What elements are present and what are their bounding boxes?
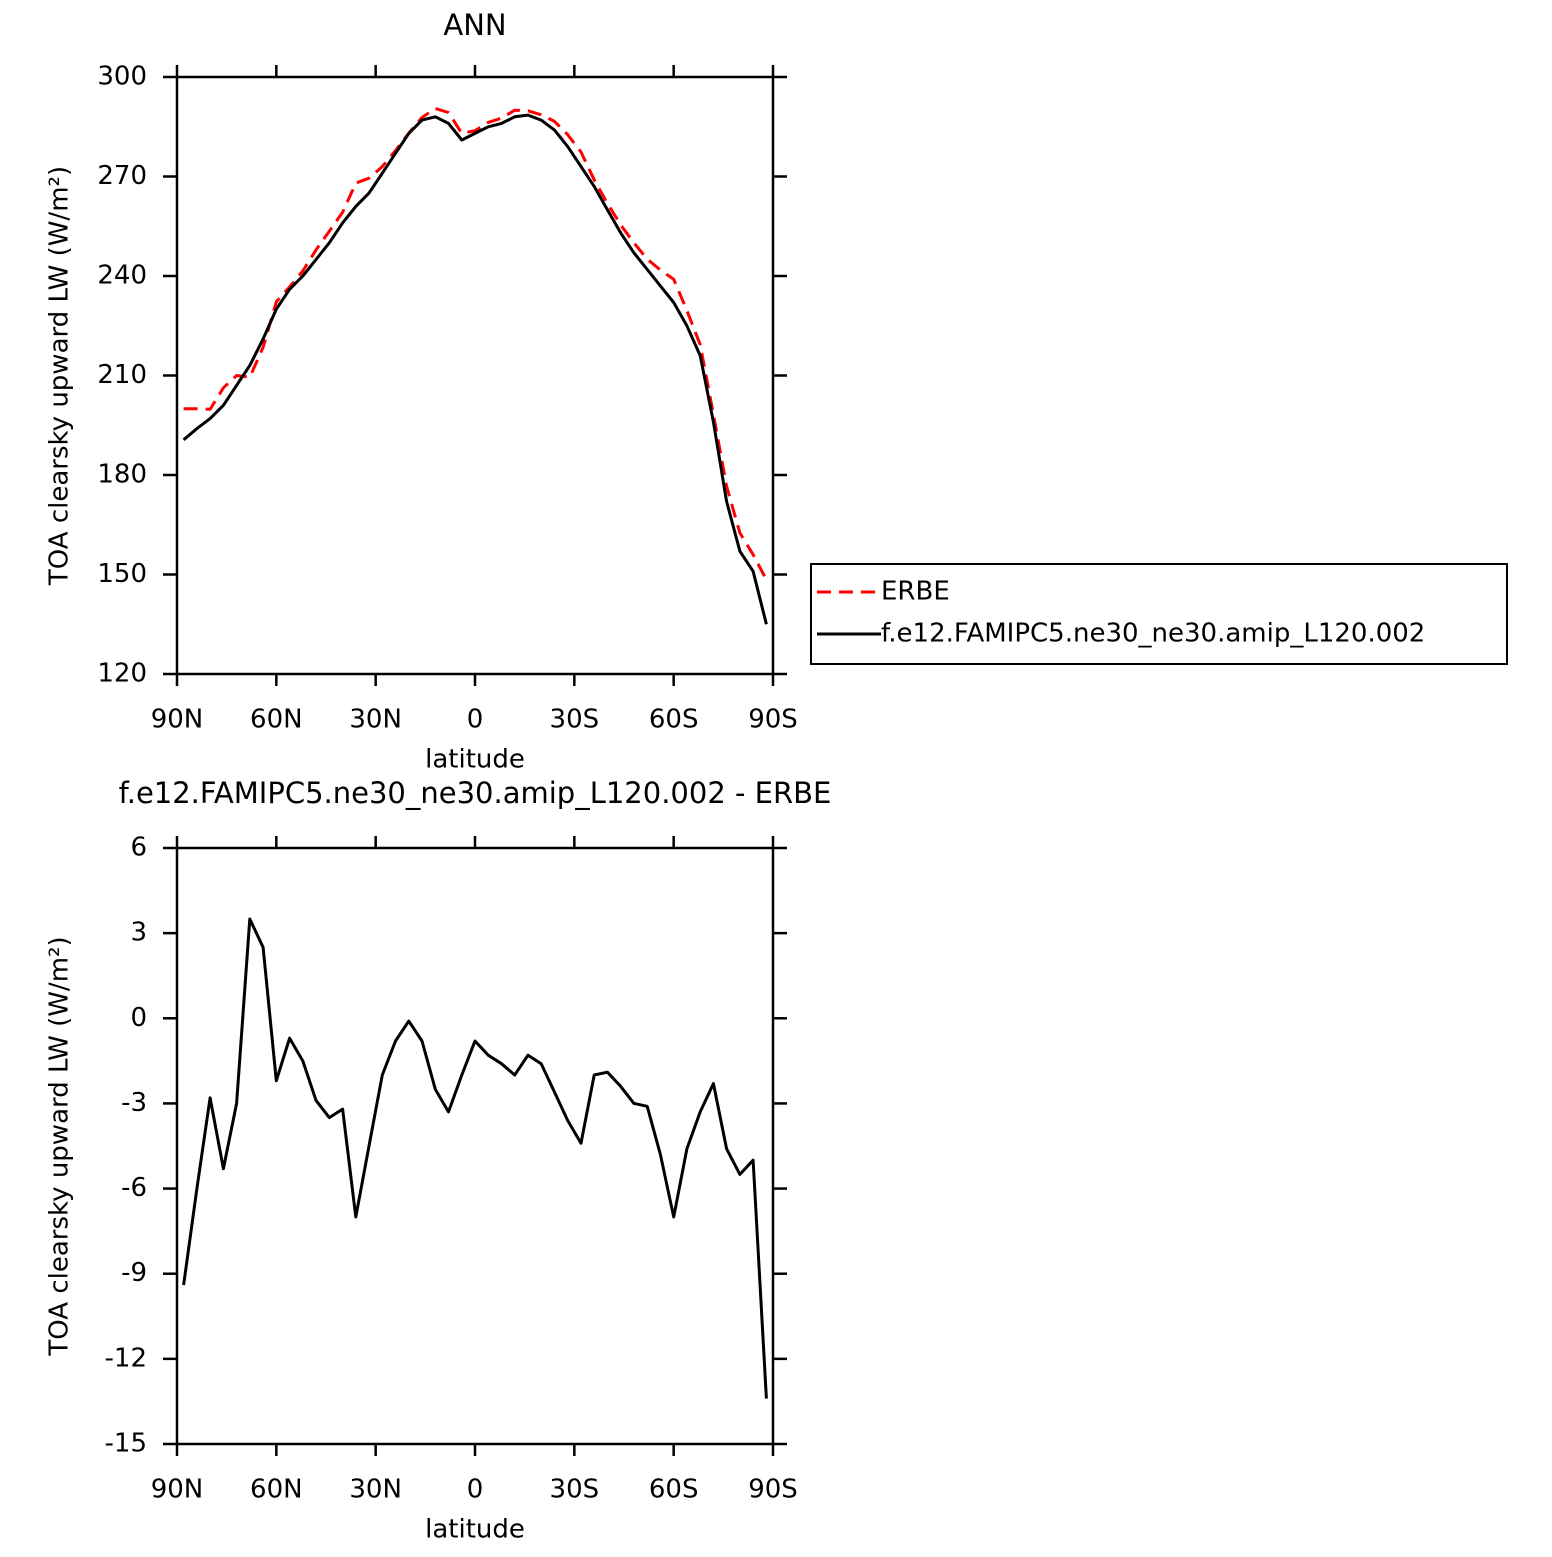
legend-label: f.e12.FAMIPC5.ne30_ne30.amip_L120.002 (881, 619, 1425, 649)
plot-frame (175, 846, 775, 1446)
data-line (182, 917, 768, 1399)
y-tick-label: 300 (97, 62, 147, 92)
y-tick-label: -9 (121, 1258, 147, 1288)
chart-title: f.e12.FAMIPC5.ne30_ne30.amip_L120.002 - … (119, 776, 832, 810)
y-tick-label: 150 (97, 559, 147, 589)
y-tick-label: 270 (97, 161, 147, 191)
x-tick-label: 90N (151, 1475, 204, 1505)
x-axis-label: latitude (425, 1515, 525, 1545)
y-axis-label: TOA clearsky upward LW (W/m²) (45, 166, 75, 586)
x-axis-label: latitude (425, 745, 525, 775)
x-tick-label: 90S (748, 705, 798, 735)
y-tick-label: -6 (121, 1173, 147, 1203)
x-tick-label: 0 (467, 1475, 484, 1505)
x-tick-label: 90S (748, 1475, 798, 1505)
y-axis-label: TOA clearsky upward LW (W/m²) (45, 936, 75, 1356)
y-tick-label: -3 (121, 1088, 147, 1118)
chart-title: ANN (443, 8, 506, 42)
x-tick-label: 60S (649, 705, 699, 735)
x-tick-label: 60N (250, 705, 303, 735)
x-tick-label: 30N (349, 705, 402, 735)
y-tick-label: 210 (97, 360, 147, 390)
y-tick-label: 240 (97, 261, 147, 291)
legend-label: ERBE (881, 577, 950, 607)
y-tick-label: -15 (105, 1429, 147, 1459)
x-tick-label: 60N (250, 1475, 303, 1505)
data-line (182, 113, 768, 625)
legend-box (810, 563, 1508, 665)
x-tick-label: 30S (550, 705, 600, 735)
y-tick-label: -12 (105, 1343, 147, 1373)
x-tick-label: 90N (151, 705, 204, 735)
x-tick-label: 30S (550, 1475, 600, 1505)
data-line (183, 107, 768, 581)
legend: ERBE f.e12.FAMIPC5.ne30_ne30.amip_L120.00… (810, 563, 1508, 665)
y-tick-label: 3 (130, 918, 147, 948)
y-tick-label: 120 (97, 659, 147, 689)
x-tick-label: 30N (349, 1475, 402, 1505)
y-tick-label: 0 (130, 1003, 147, 1033)
x-tick-label: 60S (649, 1475, 699, 1505)
y-tick-label: 6 (130, 833, 147, 863)
x-tick-label: 0 (467, 705, 484, 735)
plot-frame (175, 75, 775, 676)
y-tick-label: 180 (97, 460, 147, 490)
